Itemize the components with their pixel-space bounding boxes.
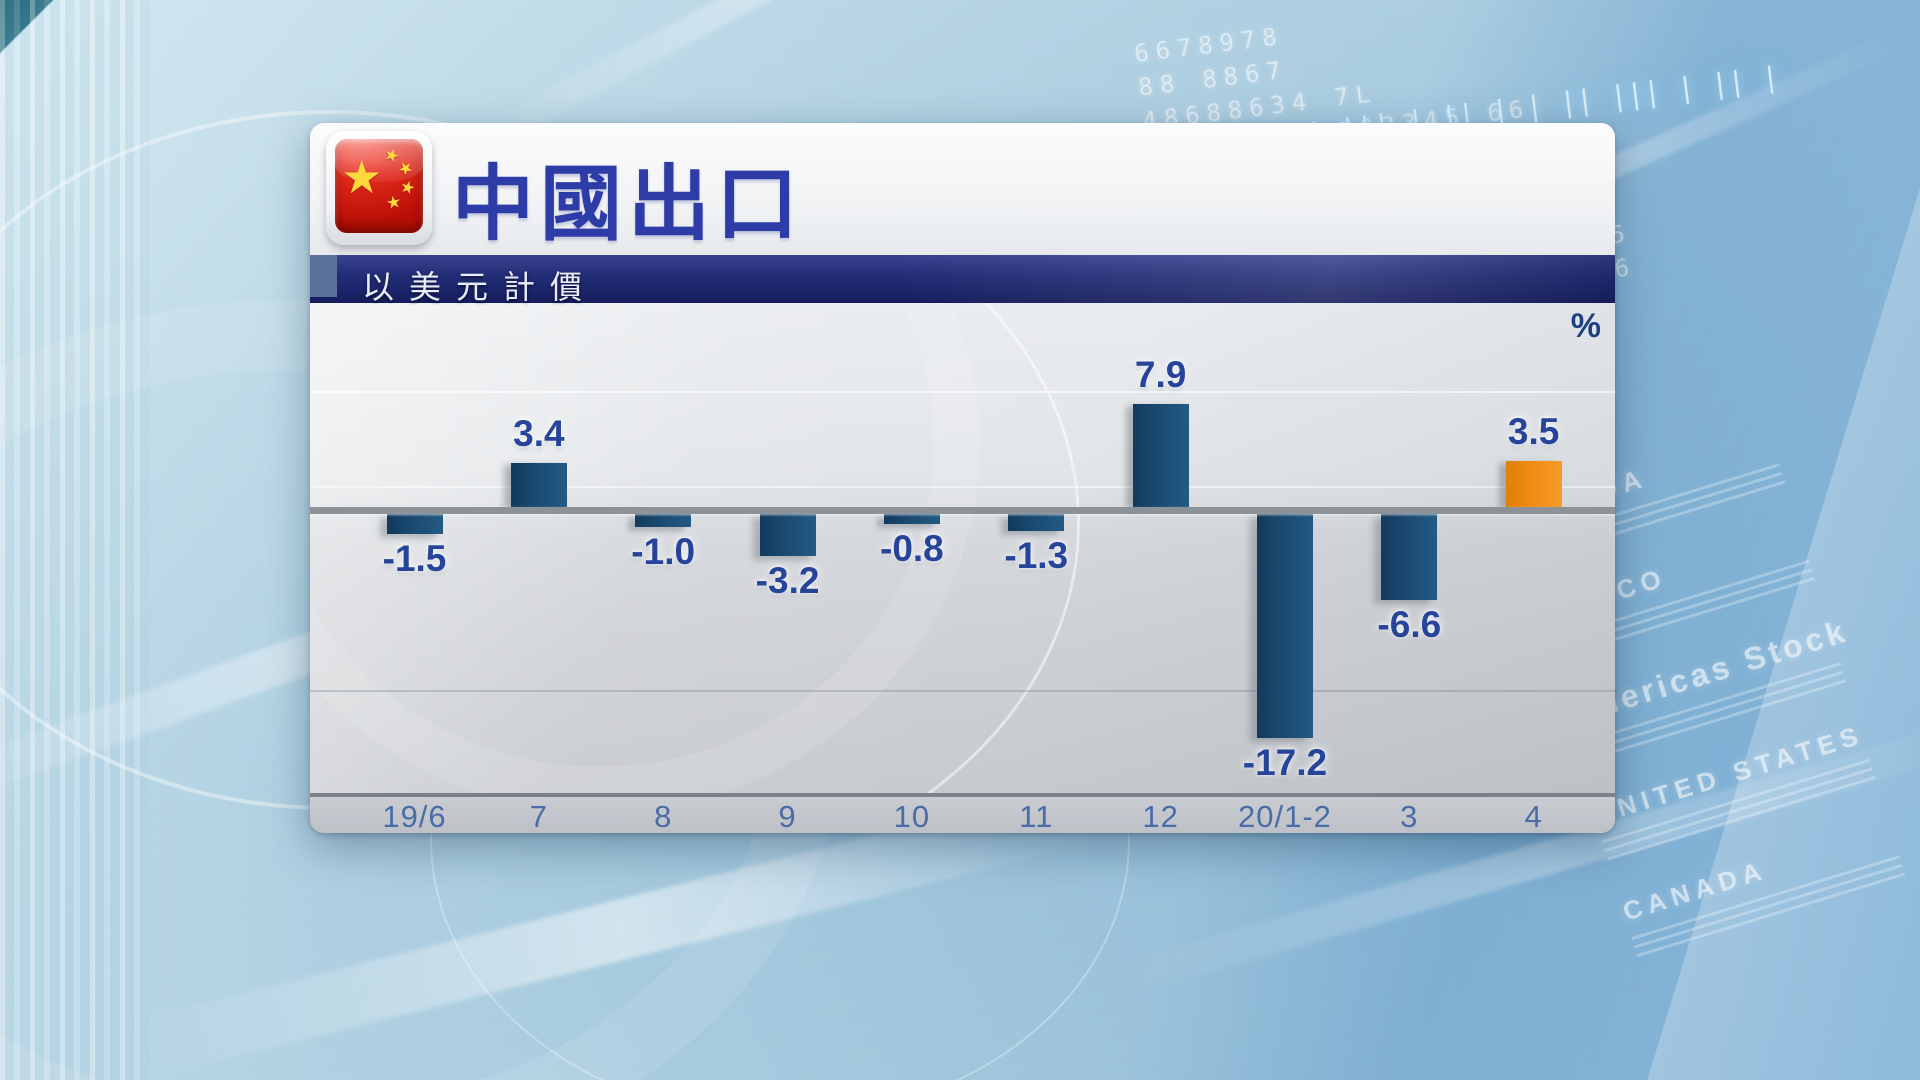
- bar-value-label: 7.9: [1134, 354, 1187, 395]
- x-axis-band: 19/6 7 8 9 10 11 12 20/1-2 3 4: [310, 793, 1615, 833]
- bar: [386, 514, 443, 534]
- bar: [1132, 404, 1189, 507]
- x-axis-label: 9: [778, 799, 797, 833]
- bar: [1256, 514, 1313, 738]
- bar-value-label: -1.5: [382, 538, 447, 579]
- flag-big-star: ★: [341, 151, 383, 204]
- x-axis-label: 3: [1400, 799, 1419, 833]
- x-axis-label: 20/1-2: [1237, 799, 1332, 833]
- bar-chart-plot-area: % -1.5 3.4 -1.0 -3.2 -0.8 -1.3 7.9 -17.2 -6.6 3.5: [310, 303, 1615, 793]
- subtitle-bullet: [310, 255, 337, 297]
- bar-value-label: -17.2: [1242, 742, 1328, 783]
- x-axis-label: 19/6: [382, 799, 447, 833]
- bar: [759, 514, 816, 556]
- news-graphic-card: ★ ★ ★ ★ ★ 中國出口 以美元計價 % -1.5 3.4 -1.0 -3.2 -0…: [310, 123, 1615, 833]
- bar: [1008, 514, 1065, 531]
- x-axis-label: 7: [529, 799, 548, 833]
- china-flag-icon: ★ ★ ★ ★ ★: [326, 131, 432, 245]
- corner-accent: [0, 0, 80, 80]
- bar-value-label: -3.2: [755, 560, 820, 601]
- x-axis-label: 8: [654, 799, 673, 833]
- bar-value-label: -6.6: [1377, 604, 1442, 645]
- bar-value-label: 3.4: [513, 413, 565, 454]
- bar: [1381, 514, 1438, 600]
- chart-subtitle: 以美元計價: [362, 269, 598, 305]
- china-flag-field: ★ ★ ★ ★ ★: [335, 139, 423, 233]
- x-axis-label: 10: [893, 799, 931, 833]
- card-header: ★ ★ ★ ★ ★ 中國出口: [310, 123, 1615, 255]
- unit-label: %: [1570, 307, 1601, 345]
- bar: [635, 514, 692, 527]
- bar-value-label: -1.3: [1004, 535, 1069, 576]
- flag-small-star: ★: [384, 191, 403, 213]
- bar-value-label: -0.8: [880, 528, 944, 569]
- x-axis-label: 4: [1524, 799, 1543, 833]
- x-axis-label: 12: [1142, 799, 1179, 833]
- gridline: [310, 690, 1615, 692]
- chart-title: 中國出口: [452, 159, 805, 250]
- bar: [883, 514, 940, 524]
- plot-glass-ring: [310, 303, 1080, 793]
- x-axis-label: 11: [1019, 799, 1054, 833]
- bar-value-label: 3.5: [1507, 411, 1560, 452]
- flag-small-star: ★: [397, 176, 418, 200]
- bar-highlighted: [1505, 461, 1562, 507]
- bar-value-label: -1.0: [631, 531, 696, 572]
- bar: [510, 463, 567, 507]
- zero-axis-line: [310, 507, 1615, 514]
- gridline: [310, 486, 1615, 488]
- subtitle-bar: 以美元計價: [310, 255, 1615, 305]
- gridline: [310, 391, 1615, 393]
- flag-gloss: [335, 139, 423, 183]
